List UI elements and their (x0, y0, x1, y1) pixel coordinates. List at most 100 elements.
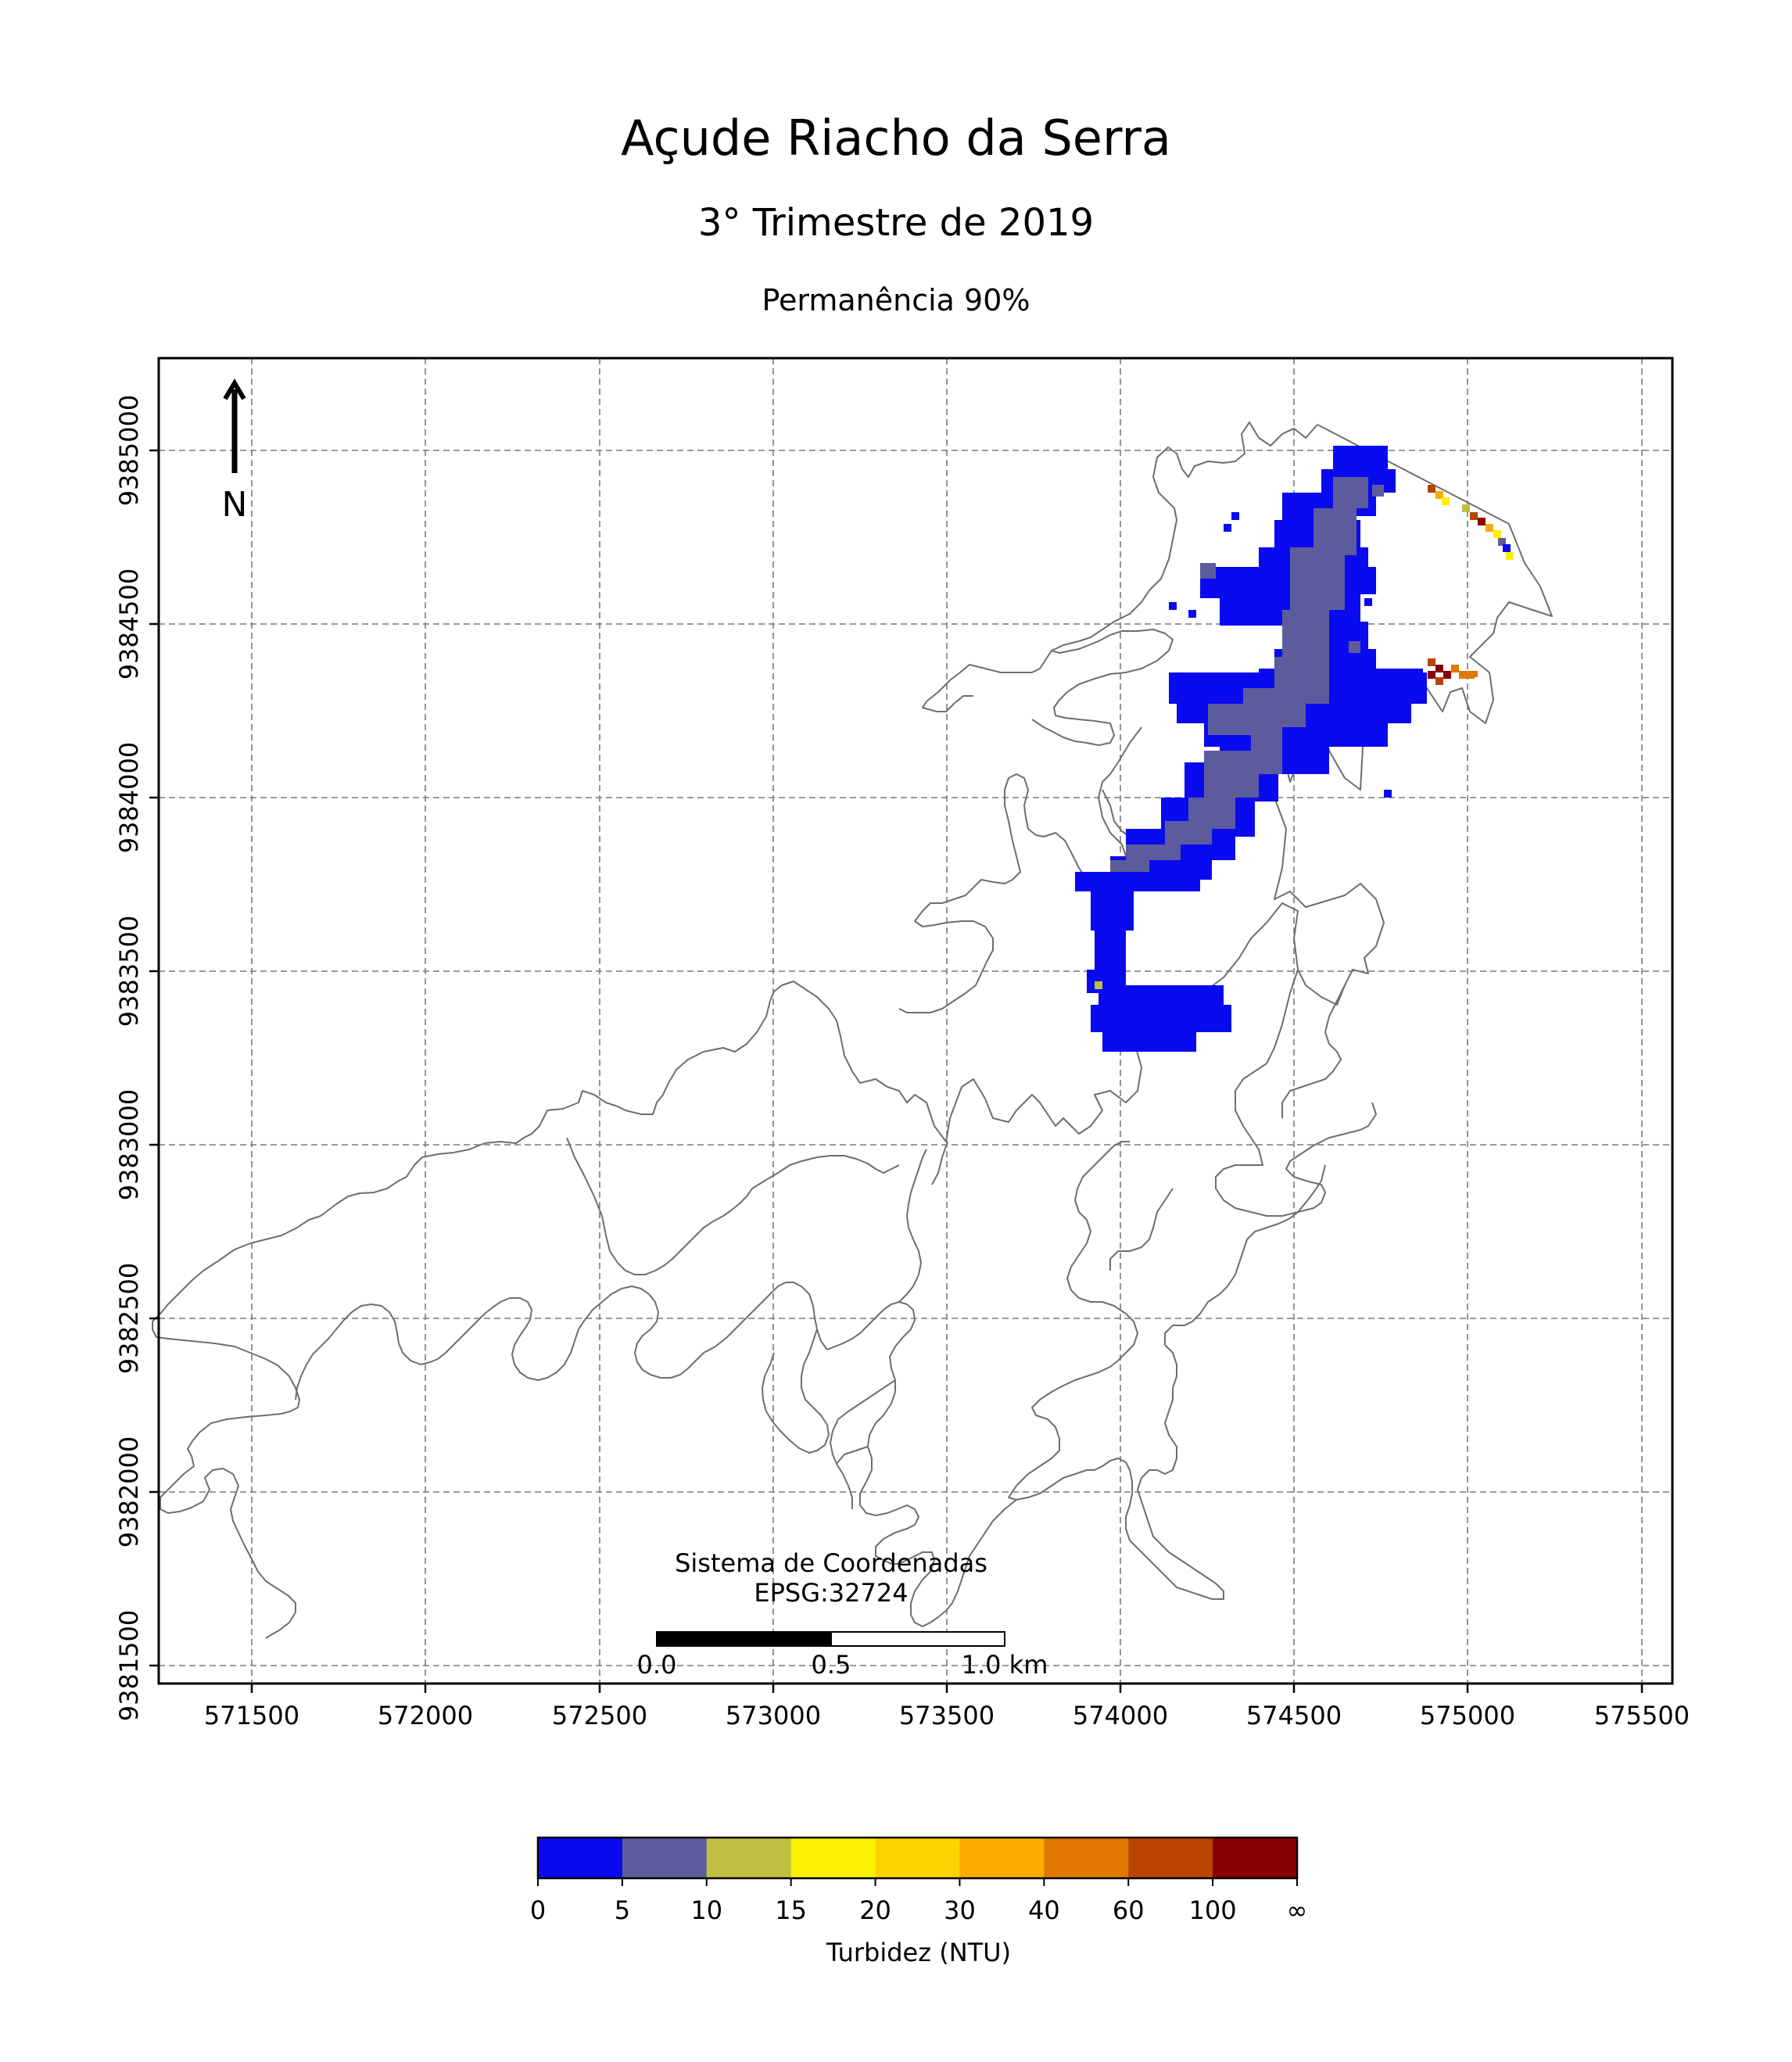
map-title: Açude Riacho da Serra (621, 109, 1171, 167)
raster-moderate-turbidity-block (1290, 547, 1345, 610)
raster-high-turbidity-pixel (1435, 491, 1443, 499)
x-tick-label: 575000 (1420, 1701, 1515, 1730)
x-axis-ticks: 571500 572000 572500 573000 573500 574000 5745… (204, 1684, 1690, 1730)
colorbar-tick-label: 100 (1189, 1895, 1237, 1925)
y-tick-label: 9385000 (114, 395, 144, 507)
raster-high-turbidity-pixel (1470, 671, 1478, 677)
y-axis-ticks: 9385000 9384500 9384000 9383500 9383000 93825… (114, 395, 159, 1722)
colorbar-segment-2 (706, 1838, 792, 1878)
raster-low-turbidity-pixel (1188, 610, 1196, 618)
map-frame (157, 357, 1674, 1685)
x-tick-label: 573500 (899, 1701, 995, 1730)
raster-moderate-turbidity-block (1165, 821, 1212, 845)
x-tick-label: 574500 (1246, 1701, 1342, 1730)
raster-high-turbidity-pixel (1459, 671, 1467, 679)
raster-high-turbidity-pixel (1428, 658, 1435, 666)
raster-elevated-turbidity-pixel (1095, 981, 1102, 989)
colorbar-tick-label: 60 (1113, 1895, 1145, 1925)
raster-moderate-turbidity-block (1126, 845, 1181, 860)
scale-label-0: 0.0 (637, 1650, 677, 1680)
colorbar-segment-3 (790, 1838, 876, 1878)
x-tick-label: 574000 (1073, 1701, 1168, 1730)
colorbar-segment-4 (875, 1838, 960, 1878)
colorbar-tick-label: 20 (859, 1895, 891, 1925)
colorbar-tick-label: 40 (1028, 1895, 1060, 1925)
colorbar-tick-label: 0 (530, 1895, 546, 1925)
raster-high-turbidity-pixel (1503, 544, 1511, 552)
scale-bar-white-segment (830, 1631, 1005, 1647)
raster-high-turbidity-pixel (1435, 677, 1443, 685)
reservoir-outline (152, 421, 1553, 1639)
map-subtitle-permanence: Permanência 90% (762, 283, 1030, 317)
colorbar-segment-0 (538, 1838, 623, 1878)
y-tick-label: 9382500 (114, 1263, 144, 1375)
scale-label-1km: 1.0 km (962, 1650, 1048, 1680)
raster-high-turbidity-pixel (1428, 485, 1435, 493)
y-tick-label: 9383500 (114, 916, 144, 1027)
colorbar-label: Turbidez (NTU) (826, 1938, 1011, 1967)
colorbar-tick-label: 15 (775, 1895, 807, 1925)
colorbar-tick-label: 30 (944, 1895, 976, 1925)
colorbar-segment-7 (1128, 1838, 1213, 1878)
turbidity-raster (1075, 446, 1514, 1052)
raster-high-turbidity-pixel (1462, 504, 1470, 512)
raster-low-turbidity-block (1091, 891, 1134, 931)
raster-high-turbidity-pixel (1470, 512, 1478, 520)
raster-low-turbidity-block (1095, 931, 1126, 970)
colorbar-segment-5 (959, 1838, 1045, 1878)
colorbar-segment-6 (1044, 1838, 1129, 1878)
raster-high-turbidity-pixel (1486, 524, 1493, 532)
x-tick-label: 575500 (1594, 1701, 1690, 1730)
raster-low-turbidity-pixel (1231, 512, 1239, 520)
y-tick-label: 9383000 (114, 1089, 144, 1201)
raster-high-turbidity-pixel (1498, 538, 1506, 546)
raster-high-turbidity-pixel (1443, 671, 1451, 679)
y-tick-label: 9384500 (114, 568, 144, 680)
raster-low-turbidity-pixel (1224, 524, 1231, 532)
scale-label-half: 0.5 (812, 1650, 851, 1680)
raster-high-turbidity-pixel (1442, 497, 1450, 505)
raster-low-turbidity-block (1384, 790, 1392, 798)
y-tick-label: 9381500 (114, 1610, 144, 1722)
raster-high-turbidity-pixel (1428, 671, 1435, 679)
colorbar-tick-label: 10 (690, 1895, 722, 1925)
scale-bar: 0.0 0.5 1.0 km (637, 1631, 1048, 1680)
raster-moderate-turbidity-block (1333, 477, 1368, 508)
grid-lines (159, 358, 1672, 1684)
x-tick-label: 572000 (378, 1701, 473, 1730)
x-tick-label: 572500 (552, 1701, 647, 1730)
raster-moderate-turbidity-block (1282, 610, 1329, 665)
crs-title: Sistema de Coordenadas (675, 1548, 987, 1578)
map-subtitle: 3° Trimestre de 2019 (697, 201, 1095, 245)
colorbar: 0 5 10 15 20 30 40 60 100 ∞ (530, 1836, 1308, 1925)
colorbar-segment-1 (622, 1838, 708, 1878)
x-tick-label: 571500 (204, 1701, 299, 1730)
raster-moderate-turbidity-block (1204, 751, 1259, 798)
raster-low-turbidity-pixel (1364, 598, 1372, 606)
raster-high-turbidity-pixel (1506, 552, 1514, 560)
x-tick-label: 573000 (726, 1701, 821, 1730)
raster-low-turbidity-block (1102, 1032, 1196, 1052)
raster-low-turbidity-pixel (1169, 602, 1177, 610)
raster-high-turbidity-pixel (1451, 665, 1459, 672)
y-tick-label: 9382000 (114, 1436, 144, 1548)
raster-low-turbidity-block (1091, 1005, 1231, 1032)
raster-low-turbidity-block (1098, 985, 1224, 1005)
raster-high-turbidity-pixel (1435, 665, 1443, 672)
colorbar-tick-label: ∞ (1287, 1895, 1308, 1925)
north-label: N (222, 485, 248, 525)
y-tick-label: 9384000 (114, 742, 144, 854)
colorbar-tick-label: 5 (615, 1895, 630, 1925)
raster-high-turbidity-pixel (1478, 518, 1486, 525)
crs-code: EPSG:32724 (754, 1578, 908, 1608)
raster-moderate-turbidity-block (1200, 563, 1216, 579)
raster-high-turbidity-pixel (1493, 530, 1501, 538)
north-arrow: N (222, 378, 248, 525)
raster-moderate-turbidity-block (1110, 860, 1149, 872)
raster-low-turbidity-block (1075, 872, 1200, 891)
raster-moderate-turbidity-block (1372, 485, 1384, 497)
raster-moderate-turbidity-block (1349, 641, 1360, 653)
scale-bar-black-segment (656, 1631, 832, 1647)
colorbar-segment-8 (1213, 1838, 1298, 1878)
